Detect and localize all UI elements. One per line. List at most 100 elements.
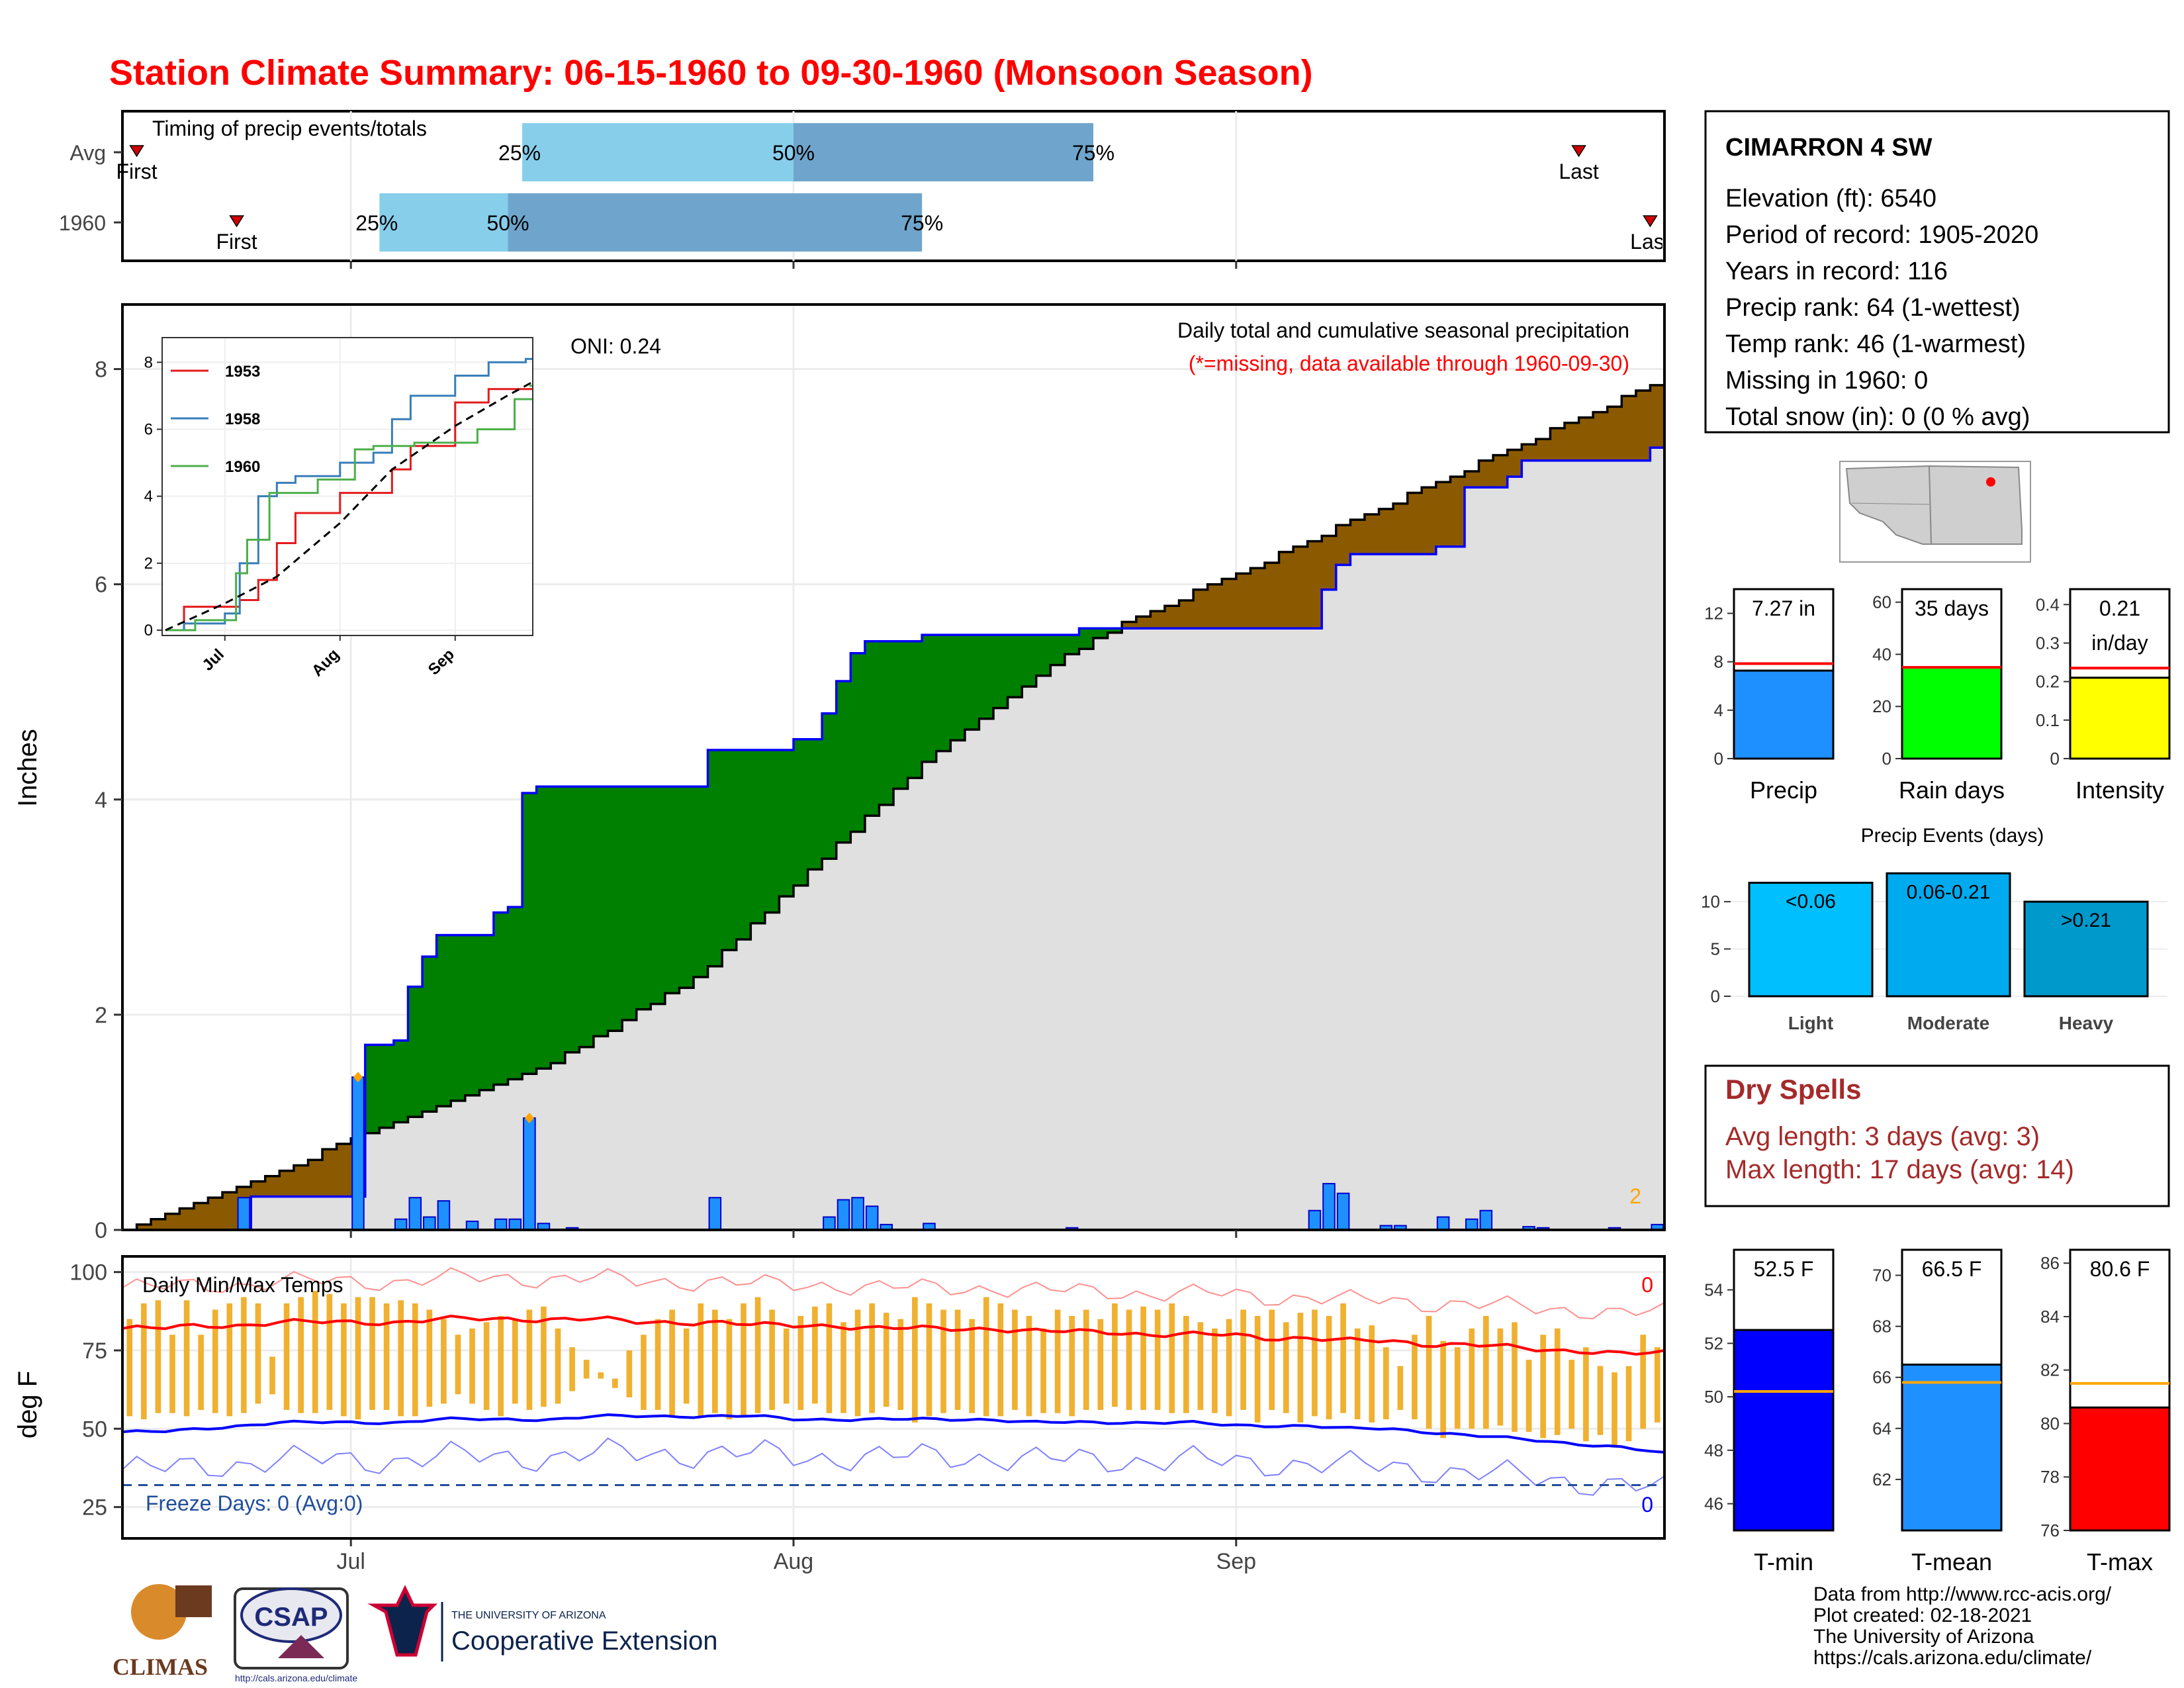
drier-than-avg-segment xyxy=(1435,482,1451,547)
daily-temp-bar xyxy=(1340,1303,1346,1413)
main-chart-title: Daily total and cumulative seasonal prec… xyxy=(1177,318,1629,342)
precip_total-tick-label: 8 xyxy=(1714,652,1723,672)
dry-spells-box: Dry Spells Avg length: 3 days (avg: 3) M… xyxy=(1704,1064,2170,1207)
station-name: CIMARRON 4 SW xyxy=(1725,134,1933,162)
drier-than-avg-segment xyxy=(1593,412,1608,461)
temp-y-tick-label: 50 xyxy=(82,1417,107,1442)
timing-row-label: Avg xyxy=(69,141,106,165)
drier-than-avg-segment xyxy=(1550,428,1565,461)
timing-bar-50-75 xyxy=(793,123,1094,181)
wetter-than-avg-segment xyxy=(608,786,623,1031)
daily-temp-bar xyxy=(1069,1315,1075,1417)
daily-precip-bar xyxy=(523,1117,536,1230)
main-y-tick-label: 6 xyxy=(95,573,107,598)
events-bar-label: <0.06 xyxy=(1786,891,1836,913)
last-event-label: Last xyxy=(1559,160,1599,183)
wetter-than-avg-segment xyxy=(864,641,880,816)
wetter-than-avg-segment xyxy=(1079,628,1094,649)
daily-temp-bar xyxy=(1383,1347,1389,1420)
tmean_box-tick-label: 66 xyxy=(1872,1368,1891,1387)
wetter-than-avg-segment xyxy=(879,641,894,805)
wetter-than-avg-segment xyxy=(479,935,494,1090)
temp-y-tick-label: 75 xyxy=(82,1338,107,1364)
wetter-than-avg-segment xyxy=(493,912,509,1085)
daily-temp-bar xyxy=(569,1347,575,1391)
first-event-marker xyxy=(229,215,244,228)
tmean_box-tick-label: 70 xyxy=(1872,1266,1891,1286)
tmean_box-tick-label: 62 xyxy=(1872,1470,1891,1489)
wetter-than-avg-segment xyxy=(365,1045,380,1133)
daily-temp-bar xyxy=(298,1297,304,1413)
daily-temp-bar xyxy=(555,1328,561,1404)
inset-series-1960 xyxy=(165,385,533,632)
oni-label: ONI: 0.24 xyxy=(570,334,661,358)
events-tick-label: 5 xyxy=(1711,939,1720,959)
intensity-bar xyxy=(2069,677,2171,760)
drier-than-avg-segment xyxy=(265,1176,280,1197)
drier-than-avg-segment xyxy=(1635,391,1651,461)
inset-legend-label: 1953 xyxy=(225,363,260,381)
drier-than-avg-segment xyxy=(1336,525,1351,565)
wetter-than-avg-segment xyxy=(836,680,851,843)
avg-max-line xyxy=(122,1314,1664,1356)
inset-y-tick-label: 0 xyxy=(144,622,153,639)
ua-small-text: THE UNIVERSITY OF ARIZONA xyxy=(451,1610,606,1621)
daily-temp-bar xyxy=(355,1297,361,1420)
daily-precip-bar xyxy=(237,1197,251,1230)
wetter-than-avg-segment xyxy=(551,786,566,1064)
credit-line-1: Data from http://www.rcc-acis.org/ xyxy=(1813,1583,2112,1605)
x-tick-label: Sep xyxy=(1216,1549,1257,1574)
station-location-marker xyxy=(1986,477,1995,487)
daily-temp-bar xyxy=(469,1328,475,1404)
drier-than-avg-segment xyxy=(1621,396,1637,461)
drier-than-avg-segment xyxy=(193,1203,209,1230)
logos: CLIMAS CSAP http://cals.arizona.edu/clim… xyxy=(113,1584,717,1683)
daily-temp-bar xyxy=(1297,1313,1304,1423)
tmean_box-bar xyxy=(1901,1363,2003,1532)
daily-temp-bar xyxy=(541,1306,547,1407)
ua-coop-text: Cooperative Extension xyxy=(451,1626,717,1656)
daily-temp-bar xyxy=(598,1372,604,1379)
last-event-label: Last xyxy=(1630,230,1670,254)
station-box: CIMARRON 4 SW Elevation (ft): 6540 Period… xyxy=(1704,110,2170,434)
climas-text: CLIMAS xyxy=(113,1654,208,1680)
intensity-tick-label: 0.2 xyxy=(2036,672,2060,692)
daily-temp-bar xyxy=(754,1297,761,1413)
drier-than-avg-segment xyxy=(1222,579,1237,629)
daily-temp-bar xyxy=(1540,1335,1546,1438)
station-info-line: Precip rank: 64 (1-wettest) xyxy=(1725,294,2021,322)
daily-precip-bar xyxy=(823,1216,836,1230)
daily-temp-bar xyxy=(655,1319,661,1410)
last-event-marker xyxy=(1571,145,1586,158)
drier-than-avg-segment xyxy=(1507,449,1522,477)
tmean_box-tick-label: 68 xyxy=(1872,1317,1891,1336)
daily-temp-bar xyxy=(312,1291,318,1413)
wetter-than-avg-segment xyxy=(907,641,923,778)
first-event-label: First xyxy=(116,160,157,183)
wetter-than-avg-segment xyxy=(764,749,780,913)
daily-temp-bar xyxy=(1140,1306,1146,1410)
intensity-value-unit: in/day xyxy=(2091,631,2148,655)
first-event-marker xyxy=(129,145,144,158)
wetter-than-avg-segment xyxy=(408,986,423,1117)
first-event-label: First xyxy=(216,230,257,254)
drier-than-avg-segment xyxy=(1450,477,1465,547)
daily-temp-bar xyxy=(926,1303,933,1417)
daily-precip-bar xyxy=(508,1218,522,1230)
wetter-than-avg-segment xyxy=(950,635,966,741)
intensity-category: Intensity xyxy=(2075,776,2164,804)
credit-line-3: The University of Arizona xyxy=(1813,1626,2034,1648)
station-info-line: Total snow (in): 0 (0 % avg) xyxy=(1725,403,2030,431)
locator-map xyxy=(1839,461,2031,563)
daily-temp-bar xyxy=(369,1297,375,1410)
drier-than-avg-segment xyxy=(1322,536,1337,590)
csap-text: CSAP xyxy=(254,1603,328,1632)
tmin_box-bar xyxy=(1733,1329,1835,1532)
daily-temp-bar xyxy=(155,1300,161,1413)
daily-temp-bar xyxy=(1226,1319,1232,1417)
inset-series-1958 xyxy=(165,357,533,632)
daily-temp-bar xyxy=(1026,1315,1032,1417)
temp-y-tick-label: 100 xyxy=(69,1260,107,1286)
daily-temp-bar xyxy=(1126,1309,1132,1410)
